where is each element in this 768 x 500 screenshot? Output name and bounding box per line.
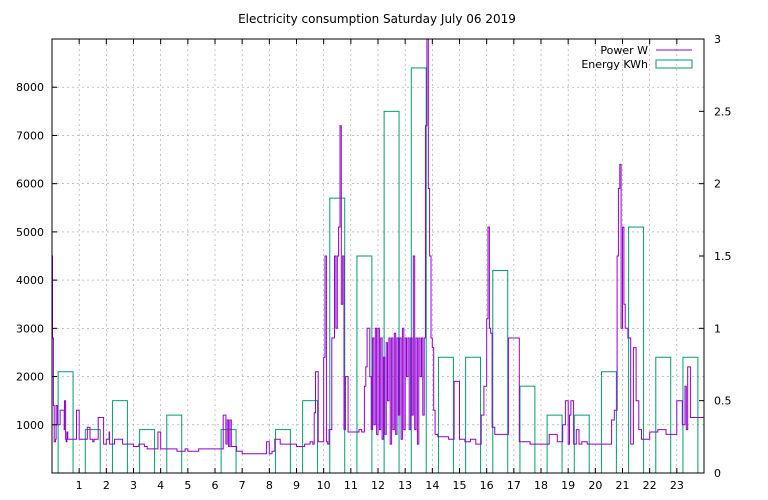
energy-bar <box>519 385 536 474</box>
power-line <box>52 38 705 455</box>
x-tick-label: 19 <box>561 479 575 492</box>
x-tick-label: 8 <box>266 479 273 492</box>
y2-tick-label: 2 <box>714 178 721 191</box>
y-tick-label: 4000 <box>16 274 44 287</box>
energy-bar <box>600 371 617 474</box>
x-tick-label: 23 <box>670 479 684 492</box>
y2-tick-label: 0 <box>714 467 721 480</box>
x-tick-label: 15 <box>453 479 467 492</box>
x-tick-label: 14 <box>425 479 439 492</box>
x-tick-label: 21 <box>616 479 630 492</box>
x-tick-label: 16 <box>480 479 494 492</box>
legend-label-energy: Energy KWh <box>581 58 648 71</box>
legend-swatch-energy <box>655 59 693 69</box>
x-tick-label: 10 <box>317 479 331 492</box>
energy-bar <box>437 356 454 474</box>
y-tick-label: 2000 <box>16 371 44 384</box>
x-tick-label: 5 <box>184 479 191 492</box>
legend: Power W Energy KWh <box>581 44 693 71</box>
x-tick-label: 6 <box>212 479 219 492</box>
x-tick-label: 18 <box>534 479 548 492</box>
axis-layer: 1 2 3 4 5 6 7 8 9 10 11 12 13 14 15 16 17 18 19 20 21 22 23100… <box>16 33 732 492</box>
x-tick-label: 17 <box>507 479 521 492</box>
energy-bar <box>329 197 346 474</box>
x-tick-label: 11 <box>344 479 358 492</box>
y-tick-label: 7000 <box>16 129 44 142</box>
y-tick-label: 6000 <box>16 178 44 191</box>
y2-tick-label: 0.5 <box>714 395 732 408</box>
energy-bar <box>492 269 509 474</box>
x-tick-label: 4 <box>157 479 164 492</box>
y-tick-label: 1000 <box>16 419 44 432</box>
y-tick-label: 8000 <box>16 81 44 94</box>
x-tick-label: 20 <box>588 479 602 492</box>
energy-bar <box>465 356 482 474</box>
legend-label-power: Power W <box>600 44 648 57</box>
x-tick-label: 2 <box>103 479 110 492</box>
energy-bar <box>139 429 156 474</box>
energy-bar <box>655 356 672 474</box>
x-tick-label: 3 <box>130 479 137 492</box>
x-tick-label: 12 <box>371 479 385 492</box>
x-tick-label: 1 <box>76 479 83 492</box>
y2-tick-label: 1.5 <box>714 250 732 263</box>
y2-tick-label: 3 <box>714 33 721 46</box>
y-tick-label: 3000 <box>16 322 44 335</box>
x-tick-label: 13 <box>398 479 412 492</box>
x-tick-label: 7 <box>239 479 246 492</box>
x-tick-label: 9 <box>293 479 300 492</box>
x-tick-label: 22 <box>643 479 657 492</box>
energy-bar <box>274 429 291 474</box>
y2-tick-label: 1 <box>714 322 721 335</box>
power-line-layer <box>52 38 705 455</box>
y-tick-label: 5000 <box>16 226 44 239</box>
energy-bar <box>111 400 128 474</box>
energy-bar <box>166 414 183 474</box>
y2-tick-label: 2.5 <box>714 105 732 118</box>
chart-title: Electricity consumption Saturday July 06… <box>238 12 516 26</box>
